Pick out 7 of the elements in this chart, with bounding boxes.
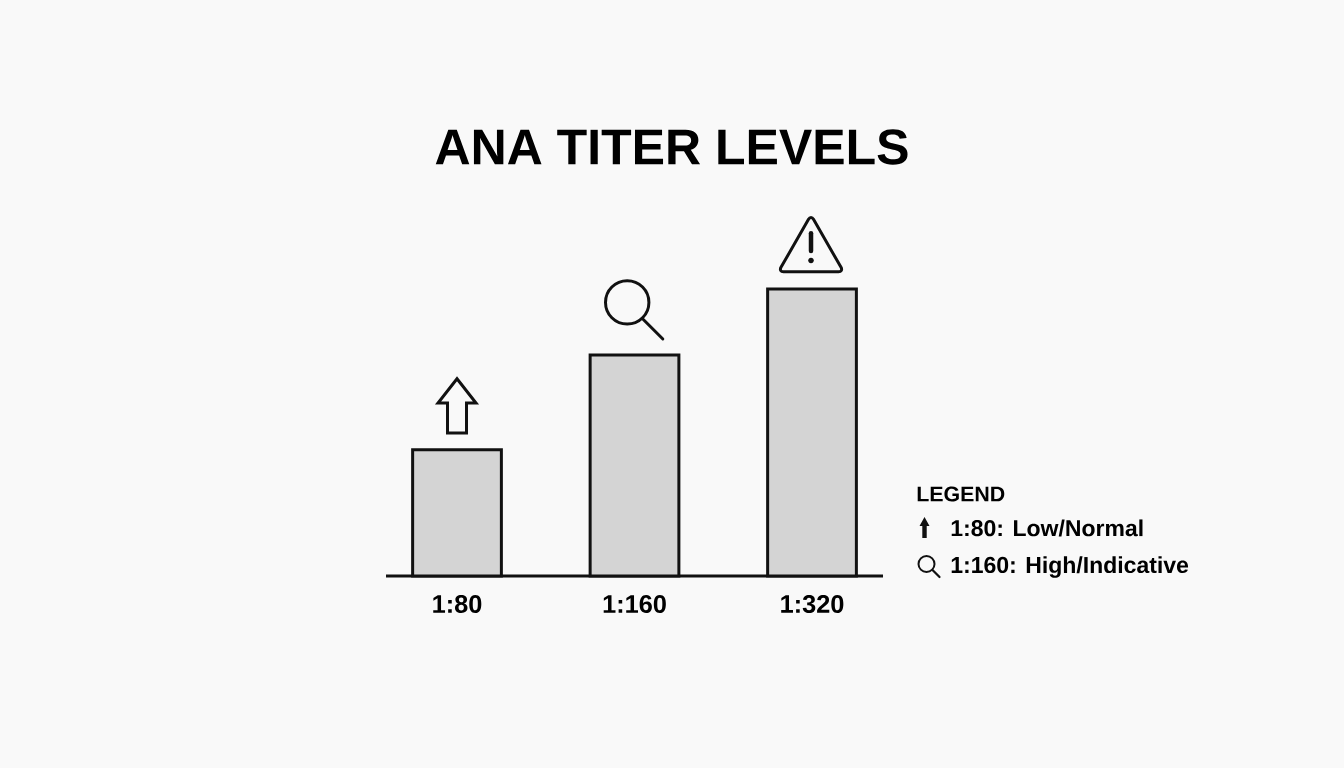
x-tick-label: 1:320 xyxy=(781,595,844,613)
text: 1:80: Low/Normal xyxy=(951,519,1143,537)
x-tick-label: 1:80 xyxy=(433,595,482,613)
x-tick-label: 1:160 xyxy=(603,595,666,613)
chart-title: ANA TITER LEVELS xyxy=(435,129,908,165)
text: 1:160: High/Indicative xyxy=(951,556,1189,578)
legend-title: LEGEND xyxy=(917,486,1005,502)
